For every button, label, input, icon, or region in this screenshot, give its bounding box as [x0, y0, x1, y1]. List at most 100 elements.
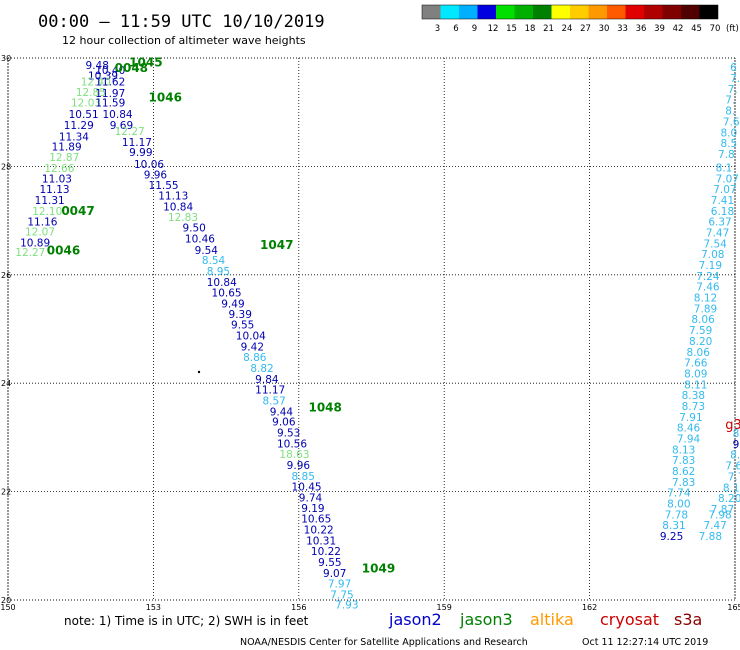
wave-height-point: 9.96 [144, 170, 168, 182]
wave-height-point: 7.66 [684, 358, 708, 370]
wave-height-point: 11.97 [95, 88, 125, 100]
wave-height-point: 8.82 [250, 363, 273, 375]
x-tick-label: 150 [0, 603, 15, 612]
wave-height-point: 9.07 [323, 568, 346, 580]
footer-credit: NOAA/NESDIS Center for Satellite Applica… [240, 637, 528, 648]
wave-height-point: 8.20 [689, 336, 712, 348]
wave-height-point: 7.8 [718, 149, 735, 161]
x-tick-label: 162 [582, 603, 597, 612]
colorbar-label: 18 [525, 24, 536, 34]
wave-height-point: 8.13 [672, 444, 695, 456]
wave-height-point: 9.44 [270, 406, 294, 418]
time-label: 1049 [362, 562, 395, 576]
wave-height-point: 11.62 [95, 76, 125, 88]
satellite-legend: jason2 jason3 altika cryosat s3a [388, 610, 702, 629]
wave-height-point: 7.07 [713, 184, 736, 196]
colorbar-label: 24 [562, 24, 573, 34]
wave-height-point: 18.63 [279, 449, 309, 461]
wave-height-point: 7.83 [672, 477, 695, 489]
wave-height-point: 7.97 [328, 579, 351, 591]
wave-height-point: 8.5 [720, 138, 737, 150]
x-tick-label: 153 [146, 603, 161, 612]
time-label: 0047 [61, 204, 94, 218]
color-scale: 3 6 9 12 15 18 21 24 27 30 33 36 39 42 45 70 (ft) [421, 4, 739, 34]
wave-height-point: 8.16 [723, 482, 740, 494]
wave-height-point: 7.94 [677, 433, 701, 445]
wave-height-point: 10.51 [69, 109, 99, 121]
wave-height-point: 7.98 [708, 509, 731, 521]
wave-height-point: 9.06 [272, 417, 296, 429]
footer-timestamp: Oct 11 12:27:14 UTC 2019 [582, 637, 708, 648]
legend-altika: altika [530, 610, 574, 629]
wave-height-point: 8.09 [684, 368, 707, 380]
wave-height-point: 7.07 [716, 173, 739, 185]
wave-height-point: 7. [725, 95, 735, 107]
wave-height-point: 9.84 [255, 374, 279, 386]
wave-height-point: 6.37 [708, 217, 731, 229]
colorbar-swatch [588, 5, 607, 19]
time-label: 0048 [115, 61, 148, 75]
wave-height-point: 9.50 [182, 223, 205, 235]
x-tick-label: 159 [437, 603, 452, 612]
time-label: 0046 [47, 243, 80, 257]
wave-height-point: 8.57 [262, 396, 285, 408]
wave-height-point: 8.46 [677, 423, 701, 435]
wave-height-point: 9.48 [86, 60, 109, 72]
wave-height-point: 9.53 [277, 428, 300, 440]
wave-height-point: 12.10 [32, 206, 62, 218]
wave-height-point: 8.11 [684, 379, 707, 391]
wave-height-point: 8.06 [687, 347, 711, 359]
wave-height-point: 9. [733, 439, 740, 451]
legend-cryosat: cryosat [600, 610, 659, 629]
wave-height-point: 10.65 [212, 288, 242, 300]
wave-height-point: 9.49 [221, 299, 244, 311]
colorbar-label: 27 [580, 24, 591, 34]
wave-height-point: 9.42 [241, 341, 264, 353]
wave-height-point: 7.46 [696, 282, 720, 294]
wave-height-point: 7.41 [711, 195, 734, 207]
wave-height-point: 7.75 [330, 590, 353, 602]
colorbar-label: 70 [710, 24, 721, 34]
wave-height-point: 8.06 [691, 314, 715, 326]
time-label: 1045 [129, 55, 162, 69]
wave-height-point: 7.7 [728, 471, 740, 483]
wave-height-point: 11.13 [158, 191, 188, 203]
wave-height-point: 12.66 [44, 163, 74, 175]
wave-height-point: 7.08 [701, 249, 724, 261]
colorbar-swatch [551, 5, 570, 19]
wave-height-point: 11.89 [52, 141, 82, 153]
wave-height-points: 9.4810.4010.3912.4011.6212.8511.9712.031… [15, 55, 740, 611]
wave-height-point: 12.83 [168, 212, 198, 224]
wave-height-point: 10.22 [311, 546, 341, 558]
wave-height-point: 8.86 [243, 352, 267, 364]
wave-height-point: 10.31 [306, 535, 336, 547]
s3a-marker: g3 [725, 418, 740, 433]
colorbar-swatch [533, 5, 552, 19]
colorbar-label: 42 [673, 24, 684, 34]
legend-jason3: jason3 [459, 610, 513, 629]
wave-height-point: 8.54 [202, 255, 226, 267]
wave-height-point: 10.39 [88, 70, 118, 82]
wave-height-point: 9.99 [129, 147, 152, 159]
wave-height-point: 8.0 [720, 127, 737, 139]
wave-height-point: 10.40 [95, 65, 125, 77]
wave-height-point: 7.19 [699, 260, 722, 272]
wave-height-point: 9.55 [231, 320, 254, 332]
colorbar-swatch [422, 5, 441, 19]
chart-title: 00:00 – 11:59 UTC 10/10/2019 [38, 12, 325, 32]
wave-height-point: 7.24 [696, 271, 720, 283]
wave-height-point: 11.34 [59, 132, 89, 144]
wave-height-point: 10.06 [134, 159, 164, 171]
colorbar-swatch [607, 5, 626, 19]
wave-height-point: 7.74 [667, 488, 691, 500]
plot-frame [7, 57, 736, 601]
colorbar-swatch [570, 5, 589, 19]
wave-height-point: 12.03 [71, 97, 101, 109]
wave-height-point: 7.93 [335, 599, 358, 611]
y-tick-label: 24 [1, 379, 11, 388]
y-tick-label: 30 [1, 54, 11, 63]
wave-height-point: 8.0 [730, 450, 740, 462]
wave-height-point: 9.25 [660, 531, 683, 543]
wave-height-point: 7.6 [725, 461, 740, 473]
